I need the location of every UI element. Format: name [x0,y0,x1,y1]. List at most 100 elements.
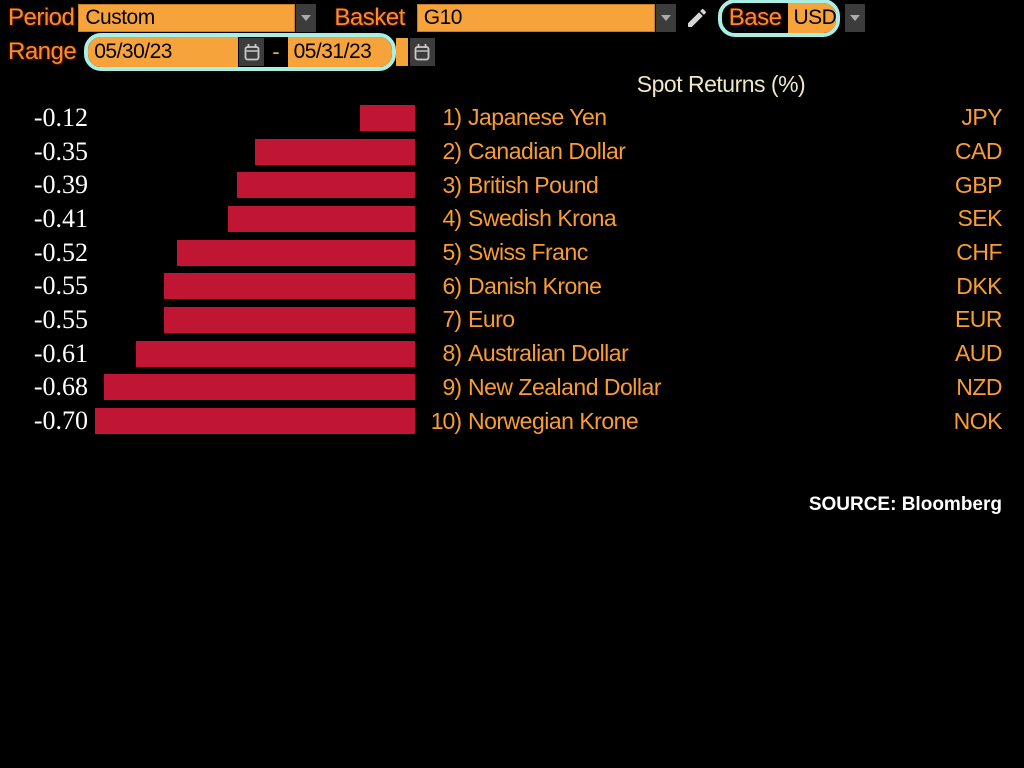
range-end-input[interactable]: 05/31/23 [287,37,392,67]
chart-row[interactable]: -0.39 3) British Pound GBP [0,168,1003,202]
currency-ticker: DKK [956,272,1002,299]
rank-label[interactable]: 1) [442,104,462,131]
bar-track [88,306,415,333]
bar-value-label: -0.68 [33,372,88,402]
toolbar-row-2: Range 05/30/23 - 05/31/23 [4,33,435,71]
bar-value-label: -0.12 [33,102,88,132]
bar [95,408,415,435]
currency-name[interactable]: Euro [468,306,515,333]
basket-select[interactable]: G10 [416,4,655,32]
base-currency-select[interactable]: USD [788,3,836,33]
currency-name[interactable]: Japanese Yen [468,104,607,131]
bar-track [88,340,415,367]
currency-ticker: GBP [954,171,1003,198]
rank-label[interactable]: 9) [442,373,462,400]
chart-row[interactable]: -0.61 8) Australian Dollar AUD [0,337,1003,371]
bar-track [88,172,415,199]
chart-row[interactable]: -0.12 1) Japanese Yen JPY [0,101,1003,135]
chart-title: Spot Returns (%) [636,71,806,97]
range-label: Range [8,38,77,65]
bar-value-label: -0.55 [33,304,88,334]
bar [164,273,415,300]
bar-chart: -0.12 1) Japanese Yen JPY -0.35 2) Canadian Do… [0,101,1003,438]
bar [164,306,415,333]
toolbar-row-1: Period Custom Basket G10 Base USD [4,0,866,37]
range-start-input[interactable]: 05/30/23 [88,37,239,67]
currency-ticker: JPY [961,104,1002,131]
currency-ticker: EUR [954,306,1003,333]
period-select[interactable]: Custom [78,4,296,32]
range-end-calendar-button[interactable] [409,38,435,66]
bar [255,138,415,165]
calendar-icon [244,43,260,60]
chart-row[interactable]: -0.55 7) Euro EUR [0,303,1003,337]
currency-name[interactable]: Australian Dollar [468,340,629,367]
currency-name[interactable]: Swedish Krona [468,205,617,232]
chevron-down-icon [660,15,671,21]
bar-track [88,273,415,300]
bar-value-label: -0.61 [33,338,88,368]
bar-track [88,408,415,435]
base-dropdown-button[interactable] [845,4,866,32]
chart-row[interactable]: -0.52 5) Swiss Franc CHF [0,236,1003,270]
bar-track [88,104,415,131]
bar-value-label: -0.55 [33,271,88,301]
rank-label[interactable]: 6) [442,272,462,299]
bar-value-label: -0.35 [33,136,88,166]
rank-label[interactable]: 10) [430,407,462,434]
currency-name[interactable]: New Zealand Dollar [468,373,661,400]
rank-label[interactable]: 7) [442,306,462,333]
chart-row[interactable]: -0.55 6) Danish Krone DKK [0,269,1003,303]
currency-ticker: CHF [956,239,1002,266]
currency-name[interactable]: Canadian Dollar [468,138,626,165]
bar-value-label: -0.52 [33,237,88,267]
currency-ticker: NOK [953,407,1003,434]
currency-ticker: AUD [954,340,1003,367]
bar-value-label: -0.39 [33,170,88,200]
base-highlight-ring: Base USD [717,0,841,37]
chart-row[interactable]: -0.70 10) Norwegian Krone NOK [0,404,1003,438]
range-separator: - [264,37,288,67]
rank-label[interactable]: 8) [442,340,462,367]
bar-value-label: -0.70 [33,406,88,436]
bar-track [88,205,415,232]
range-end-input-edge[interactable] [395,38,408,66]
edit-basket-button[interactable] [684,5,710,31]
source-credit: SOURCE: Bloomberg [808,494,1002,515]
currency-ticker: SEK [957,205,1002,232]
currency-ticker: NZD [956,373,1002,400]
rank-label[interactable]: 5) [442,239,462,266]
range-start-calendar-button[interactable] [239,38,265,66]
bar [228,205,415,232]
currency-name[interactable]: British Pound [468,171,599,198]
chevron-down-icon [301,15,312,21]
chart-row[interactable]: -0.35 2) Canadian Dollar CAD [0,135,1003,169]
calendar-icon [414,43,430,60]
period-label: Period [8,4,75,31]
basket-dropdown-button[interactable] [655,4,676,32]
bar-track [88,374,415,401]
chart-row[interactable]: -0.68 9) New Zealand Dollar NZD [0,371,1003,405]
currency-name[interactable]: Norwegian Krone [468,407,639,434]
bar [104,374,415,401]
bar [237,172,415,199]
currency-name[interactable]: Danish Krone [468,272,602,299]
rank-label[interactable]: 2) [442,138,462,165]
bar-value-label: -0.41 [33,203,88,233]
chevron-down-icon [850,15,861,21]
base-label: Base [728,4,782,31]
bar [136,340,415,367]
chart-row[interactable]: -0.41 4) Swedish Krona SEK [0,202,1003,236]
rank-label[interactable]: 3) [442,171,462,198]
bar [177,239,415,266]
pencil-icon [687,8,706,28]
bar [360,104,415,131]
currency-name[interactable]: Swiss Franc [468,239,588,266]
range-highlight-ring: 05/30/23 - 05/31/23 [84,33,396,71]
bar-track [88,239,415,266]
rank-label[interactable]: 4) [442,205,462,232]
bar-track [88,138,415,165]
basket-label: Basket [334,4,405,31]
period-dropdown-button[interactable] [296,4,317,32]
currency-ticker: CAD [954,138,1003,165]
